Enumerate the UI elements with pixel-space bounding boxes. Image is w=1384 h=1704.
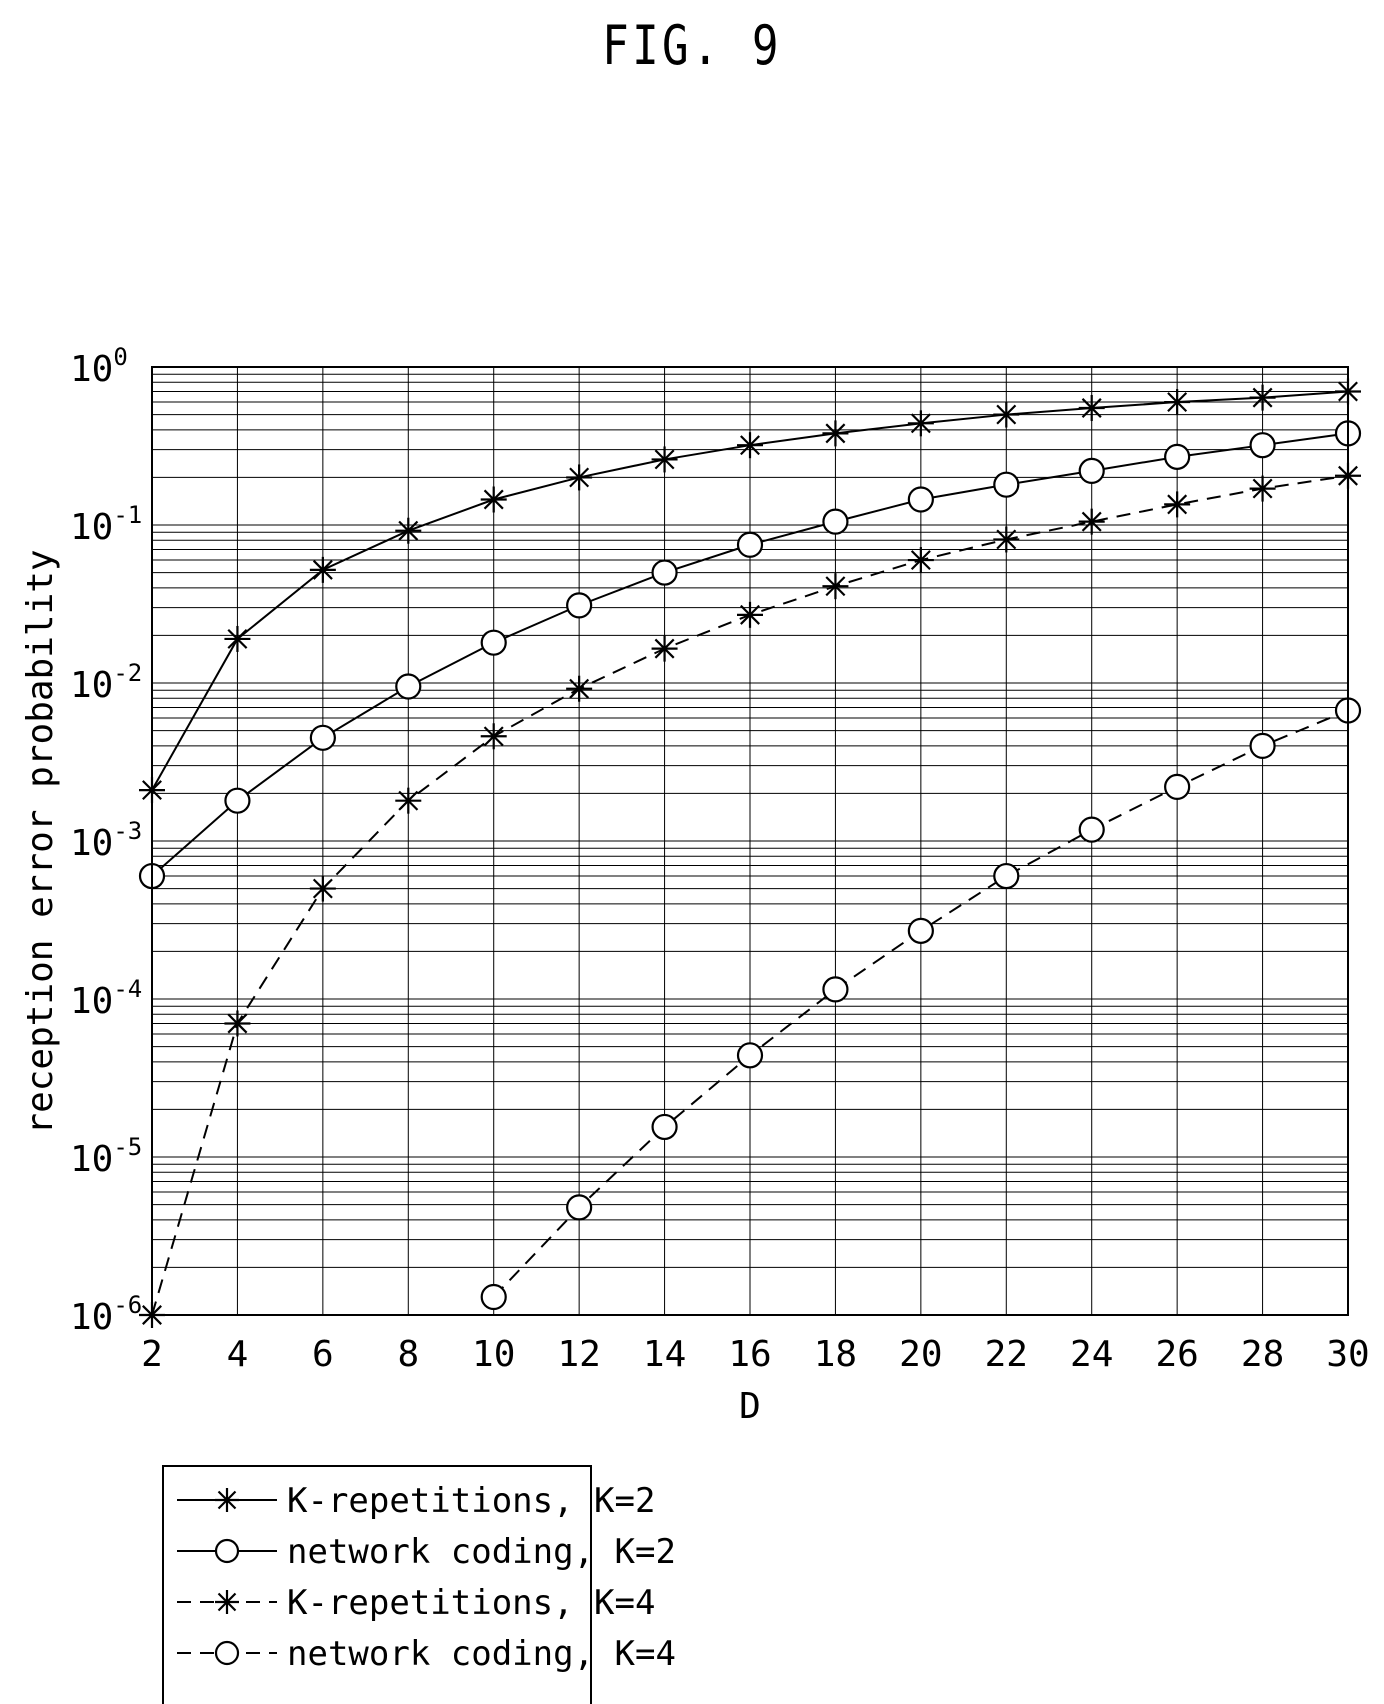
data-point: [822, 420, 849, 447]
x-tick-label: 26: [1155, 1334, 1198, 1375]
data-point: [480, 723, 507, 750]
y-tick-label: 100: [70, 343, 128, 390]
data-point: [1249, 432, 1276, 459]
data-point: [309, 875, 336, 902]
x-tick-label: 12: [557, 1334, 600, 1375]
x-tick-label: 14: [643, 1334, 686, 1375]
data-point: [737, 601, 763, 628]
x-tick-label: 16: [728, 1334, 771, 1375]
x-tick-label: 10: [472, 1334, 515, 1375]
y-tick-labels: 100 10-1 10-2 10-3 10-4 10-5 10-6: [70, 343, 142, 1338]
legend-label: network coding, K=4: [287, 1634, 676, 1674]
legend-item: K-repetitions, K=2: [177, 1481, 655, 1521]
x-tick-label: 2: [141, 1334, 163, 1375]
series-layer: [138, 378, 1362, 1328]
x-tick-labels: 2 4 6 8 10 12 14 16 18 20 22 24 26 28 30: [141, 1334, 1370, 1375]
x-tick-label: 8: [397, 1334, 419, 1375]
data-point: [480, 1283, 507, 1311]
data-point: [566, 1194, 593, 1221]
y-tick-label: 10-4: [70, 975, 142, 1022]
data-point: [1164, 773, 1191, 800]
data-point: [1164, 491, 1191, 518]
data-point: [993, 862, 1020, 890]
data-point: [1164, 389, 1191, 416]
data-point: [1078, 508, 1105, 535]
legend-item: K-repetitions, K=4: [177, 1583, 655, 1623]
data-point: [651, 559, 678, 586]
data-point: [224, 787, 251, 814]
legend-item: network coding, K=4: [177, 1634, 676, 1674]
y-tick-label: 10-6: [70, 1291, 142, 1338]
data-point: [309, 556, 336, 583]
data-point: [566, 675, 593, 702]
data-point: [736, 1042, 764, 1069]
data-point: [1249, 732, 1276, 759]
x-tick-label: 28: [1241, 1334, 1284, 1375]
legend-marker: [215, 1488, 239, 1512]
data-point: [1078, 457, 1105, 484]
data-point: [395, 517, 422, 544]
x-tick-label: 4: [227, 1334, 249, 1375]
x-axis-label: D: [739, 1386, 761, 1427]
y-tick-label: 10-1: [70, 501, 142, 548]
y-axis-label: reception error probability: [20, 549, 61, 1134]
x-tick-label: 20: [899, 1334, 942, 1375]
plot-frame: [151, 366, 1349, 1316]
data-point: [651, 635, 678, 662]
x-tick-label: 30: [1326, 1334, 1369, 1375]
data-point: [224, 625, 251, 652]
data-point: [651, 446, 678, 473]
data-point: [395, 673, 422, 700]
legend-marker: [214, 1640, 240, 1666]
data-point: [566, 464, 593, 491]
x-tick-label: 18: [814, 1334, 857, 1375]
data-point: [566, 592, 593, 619]
series-2: [138, 420, 1362, 890]
data-point: [822, 573, 849, 600]
data-point: [1164, 443, 1191, 470]
legend: K-repetitions, K=2 network coding, K=2 K-r…: [162, 1465, 676, 1704]
grid-lines: [151, 367, 1349, 1316]
data-point: [309, 724, 336, 751]
y-tick-label: 10-2: [70, 659, 142, 706]
data-point: [480, 486, 507, 513]
legend-item: network coding, K=2: [177, 1532, 676, 1572]
data-point: [822, 508, 849, 535]
data-point: [224, 1010, 251, 1037]
data-point: [907, 547, 934, 574]
data-point: [651, 1113, 678, 1141]
data-point: [480, 629, 507, 656]
legend-label: K-repetitions, K=4: [287, 1583, 655, 1623]
legend-marker: [215, 1590, 239, 1614]
data-point: [993, 526, 1020, 553]
data-point: [907, 917, 934, 944]
data-point: [822, 976, 849, 1003]
x-tick-label: 24: [1070, 1334, 1113, 1375]
legend-label: network coding, K=2: [287, 1532, 676, 1572]
data-point: [1249, 475, 1276, 502]
data-point: [736, 531, 764, 558]
data-point: [737, 432, 763, 459]
y-tick-label: 10-5: [70, 1133, 142, 1180]
legend-box: [162, 1465, 592, 1704]
data-point: [1078, 816, 1105, 843]
x-tick-label: 22: [985, 1334, 1028, 1375]
data-point: [907, 410, 934, 437]
data-point: [993, 471, 1020, 498]
y-tick-label: 10-3: [70, 817, 142, 864]
series-3: [139, 462, 1361, 1328]
data-point: [395, 787, 422, 814]
x-tick-label: 6: [312, 1334, 334, 1375]
data-point: [993, 401, 1020, 428]
legend-marker: [214, 1538, 240, 1564]
data-point: [1249, 384, 1276, 411]
data-point: [1078, 395, 1105, 422]
legend-label: K-repetitions, K=2: [287, 1481, 655, 1521]
data-point: [907, 486, 934, 513]
figure-title: FIG. 9: [602, 14, 782, 77]
